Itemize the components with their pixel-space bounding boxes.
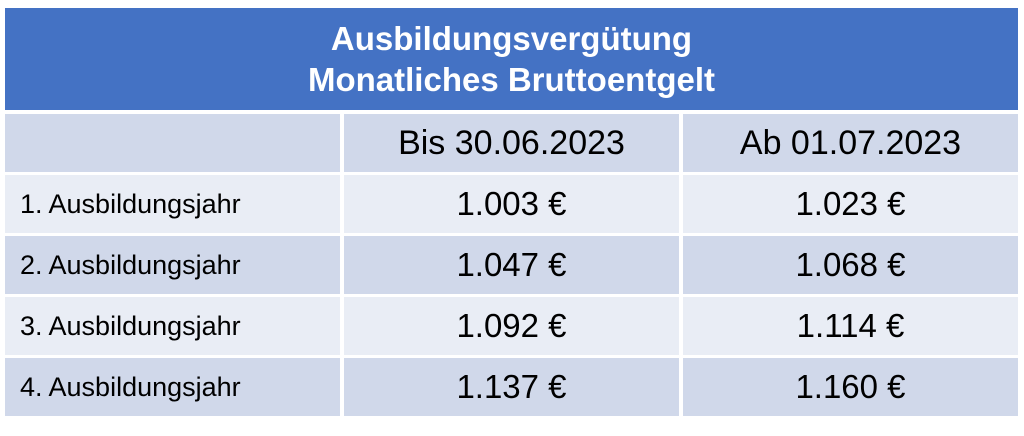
value-after: 1.068 €: [683, 236, 1018, 294]
column-header-after: Ab 01.07.2023: [683, 114, 1018, 172]
row-label: 1. Ausbildungsjahr: [5, 175, 340, 233]
row-label: 2. Ausbildungsjahr: [5, 236, 340, 294]
table-subtitle: Monatliches Bruttoentgelt: [307, 61, 715, 98]
value-before: 1.003 €: [344, 175, 679, 233]
value-before: 1.047 €: [344, 236, 679, 294]
value-after: 1.114 €: [683, 297, 1018, 355]
table-body: Bis 30.06.2023 Ab 01.07.2023 1. Ausbildu…: [5, 114, 1018, 416]
salary-table: Ausbildungsvergütung Monatliches Bruttoe…: [5, 8, 1018, 422]
table-title: Ausbildungsvergütung: [330, 20, 693, 57]
value-after: 1.160 €: [683, 358, 1018, 416]
value-before: 1.137 €: [344, 358, 679, 416]
row-label: 4. Ausbildungsjahr: [5, 358, 340, 416]
table-header: Ausbildungsvergütung Monatliches Bruttoe…: [5, 8, 1018, 110]
value-before: 1.092 €: [344, 297, 679, 355]
column-header-empty: [5, 114, 340, 172]
value-after: 1.023 €: [683, 175, 1018, 233]
row-label: 3. Ausbildungsjahr: [5, 297, 340, 355]
column-header-before: Bis 30.06.2023: [344, 114, 679, 172]
